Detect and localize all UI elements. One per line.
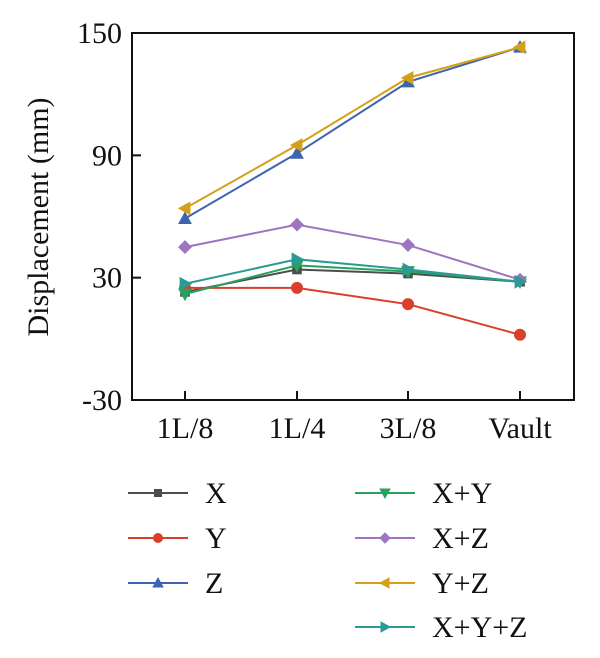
series-line: [184, 258, 521, 285]
series-line: [185, 286, 521, 336]
series-y-plus-z: [177, 40, 526, 216]
data-point: [177, 201, 191, 216]
legend-entry: X+Y: [355, 477, 492, 510]
legend-marker: [380, 621, 391, 633]
legend-label: Z: [205, 567, 223, 600]
data-point: [178, 240, 192, 254]
series-z: [178, 40, 527, 224]
legend-label: X: [205, 477, 227, 510]
y-tick-label: 90: [92, 139, 122, 172]
data-point: [290, 217, 304, 232]
data-point: [512, 40, 526, 55]
x-tick-label: 1L/8: [157, 412, 214, 445]
y-axis-ticks: -30 30 90 150: [77, 17, 141, 417]
series-x-plus-y-plus-z: [179, 252, 528, 291]
y-tick-label: -30: [82, 384, 122, 417]
plot-area: [131, 32, 575, 401]
data-point: [402, 262, 416, 277]
y-axis-title: Displacement (mm): [22, 97, 55, 336]
series-line: [184, 46, 521, 210]
x-axis-ticks: 1L/8 1L/4 3L/8 Vault: [157, 391, 552, 445]
y-tick-label: 30: [92, 262, 122, 295]
x-tick-label: 1L/4: [269, 412, 326, 445]
legend-entry: Z: [128, 567, 223, 600]
series-line: [184, 264, 521, 295]
data-point: [514, 328, 526, 341]
data-point: [514, 274, 528, 289]
x-tick-label: Vault: [488, 412, 552, 445]
legend-label: X+Y+Z: [432, 611, 528, 644]
series-x: [180, 264, 525, 297]
legend-entry: X: [128, 477, 227, 510]
series-line: [184, 223, 521, 281]
x-tick-label: 3L/8: [380, 412, 437, 445]
legend-label: Y+Z: [432, 567, 489, 600]
legend-entry: Y: [128, 522, 227, 555]
data-point: [400, 70, 414, 85]
legend: XYZ X+Y X+Z Y+Z X+Y+Z: [128, 477, 528, 644]
legend-marker: [379, 577, 390, 589]
legend-entry: X+Z: [355, 522, 489, 555]
data-point: [289, 138, 303, 153]
data-point: [179, 276, 193, 291]
data-point: [402, 298, 414, 311]
legend-marker: [154, 489, 162, 497]
plot-frame: [131, 32, 575, 401]
legend-marker: [153, 533, 163, 543]
series-layer: [177, 40, 528, 341]
data-point: [401, 238, 415, 252]
legend-label: X+Z: [432, 522, 489, 555]
series-line: [184, 46, 521, 220]
y-tick-label: 150: [77, 17, 122, 50]
data-point: [178, 211, 192, 224]
legend-marker: [379, 532, 391, 544]
legend-label: Y: [205, 522, 227, 555]
legend-label: X+Y: [432, 477, 492, 510]
legend-marker: [152, 577, 164, 588]
data-point: [291, 281, 303, 294]
data-point: [291, 252, 305, 267]
data-point: [178, 288, 192, 302]
legend-entry: X+Y+Z: [355, 611, 528, 644]
legend-marker: [379, 488, 391, 499]
legend-entry: Y+Z: [355, 567, 489, 600]
series-y: [179, 281, 526, 341]
data-point: [290, 146, 304, 159]
